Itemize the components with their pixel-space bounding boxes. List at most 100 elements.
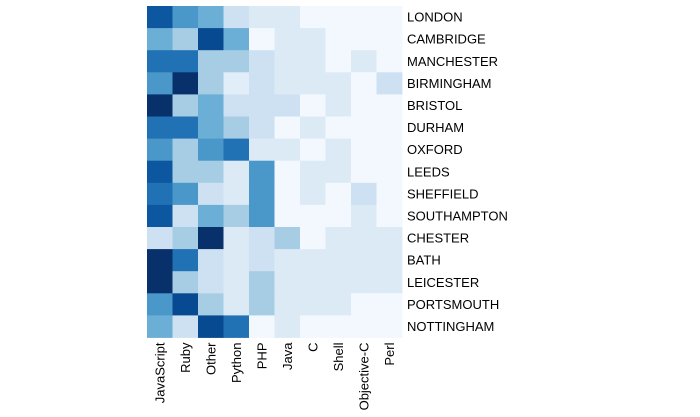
heatmap-cell [249, 315, 275, 338]
heatmap-cell [147, 94, 173, 117]
heatmap-cell [325, 227, 352, 250]
heatmap-cell [325, 315, 352, 338]
heatmap-cell [147, 116, 173, 139]
heatmap-cell [223, 204, 250, 228]
heatmap-cell [376, 315, 403, 338]
heatmap-cell [351, 50, 377, 73]
heatmap-cell [198, 182, 224, 206]
heatmap-cell [223, 293, 250, 316]
heatmap-cell [223, 116, 250, 139]
heatmap-cell [249, 50, 275, 73]
heatmap-cell [172, 50, 199, 73]
heatmap-cell [300, 50, 326, 73]
heatmap-cell [249, 28, 275, 51]
heatmap-cell [300, 94, 326, 117]
heatmap-cell [351, 182, 377, 206]
heatmap-cell [147, 72, 173, 95]
heatmap-cell [147, 160, 173, 184]
heatmap-cell [198, 94, 224, 117]
heatmap-cell [300, 138, 326, 162]
column-label: Perl [382, 342, 397, 365]
column-label: Python [229, 343, 244, 383]
heatmap-cell [325, 138, 352, 162]
heatmap-cell [376, 94, 403, 117]
heatmap-cell [325, 94, 352, 117]
heatmap-cell [274, 116, 301, 139]
heatmap-cell [325, 116, 352, 139]
row-labels: LONDON CAMBRIDGE MANCHESTER BIRMINGHAM BRIST… [407, 10, 508, 334]
heatmap-cell [172, 6, 199, 29]
heatmap-cell [325, 28, 352, 51]
heatmap-cell [376, 271, 403, 294]
heatmap-cell [249, 6, 275, 29]
heatmap-cell [325, 72, 352, 95]
row-label: CAMBRIDGE [407, 32, 486, 47]
heatmap-cell [376, 72, 403, 95]
heatmap-cell [351, 94, 377, 117]
heatmap-cell [172, 160, 199, 184]
heatmap-cell [351, 249, 377, 272]
heatmap-cell [274, 271, 301, 294]
heatmap-cell [198, 138, 224, 162]
heatmap-cell [376, 227, 403, 250]
heatmap-cell [351, 28, 377, 51]
heatmap-cell [172, 94, 199, 117]
heatmap-cell [351, 72, 377, 95]
heatmap-cell [172, 138, 199, 162]
heatmap-cell [300, 6, 326, 29]
heatmap-cell [172, 227, 199, 250]
heatmap-cell [172, 204, 199, 228]
heatmap-cell [249, 72, 275, 95]
row-label: CHESTER [407, 231, 469, 246]
heatmap-cell [351, 271, 377, 294]
row-label: SOUTHAMPTON [407, 208, 508, 223]
heatmap-cell [147, 293, 173, 316]
heatmap-cell [274, 50, 301, 73]
heatmap-cell [376, 182, 403, 206]
heatmap-cell [147, 6, 173, 29]
heatmap-cell [172, 249, 199, 272]
heatmap-cell [376, 293, 403, 316]
column-label: Other [203, 342, 218, 375]
heatmap-cell [172, 28, 199, 51]
heatmap-cell [198, 6, 224, 29]
heatmap-cell [325, 204, 352, 228]
heatmap-cell [147, 204, 173, 228]
heatmap-cell [300, 271, 326, 294]
heatmap-cell [172, 271, 199, 294]
column-labels: JavaScript Ruby Other Python PHP Java C Shell Ob… [152, 342, 397, 411]
row-label: BRISTOL [407, 98, 462, 113]
row-label: BIRMINGHAM [407, 76, 492, 91]
heatmap-cell [351, 116, 377, 139]
heatmap-cell [274, 315, 301, 338]
heatmap-cell [274, 138, 301, 162]
heatmap-cell [172, 182, 199, 206]
heatmap-cell [198, 72, 224, 95]
heatmap-cell [376, 116, 403, 139]
column-label: C [305, 343, 320, 352]
heatmap-cell [376, 249, 403, 272]
heatmap-cell [376, 28, 403, 51]
row-label: LEEDS [407, 164, 450, 179]
heatmap-cell [223, 138, 250, 162]
heatmap-cell [147, 315, 173, 338]
heatmap-cell [274, 182, 301, 206]
heatmap-cell [172, 72, 199, 95]
column-label: Shell [331, 342, 346, 371]
row-label: NOTTINGHAM [407, 319, 494, 334]
row-label: OXFORD [407, 142, 463, 157]
row-label: SHEFFIELD [407, 186, 479, 201]
heatmap-cell [274, 249, 301, 272]
heatmap-cell [325, 271, 352, 294]
heatmap-cell [147, 50, 173, 73]
column-label: Objective-C [356, 343, 371, 411]
heatmap-cell [351, 227, 377, 250]
heatmap-cell [147, 28, 173, 51]
heatmap-cell [249, 204, 275, 228]
heatmap-cell [198, 249, 224, 272]
heatmap-cell [300, 315, 326, 338]
heatmap-cell [198, 28, 224, 51]
heatmap-cell [249, 182, 275, 206]
row-label: MANCHESTER [407, 54, 498, 69]
column-label: Java [280, 342, 295, 370]
